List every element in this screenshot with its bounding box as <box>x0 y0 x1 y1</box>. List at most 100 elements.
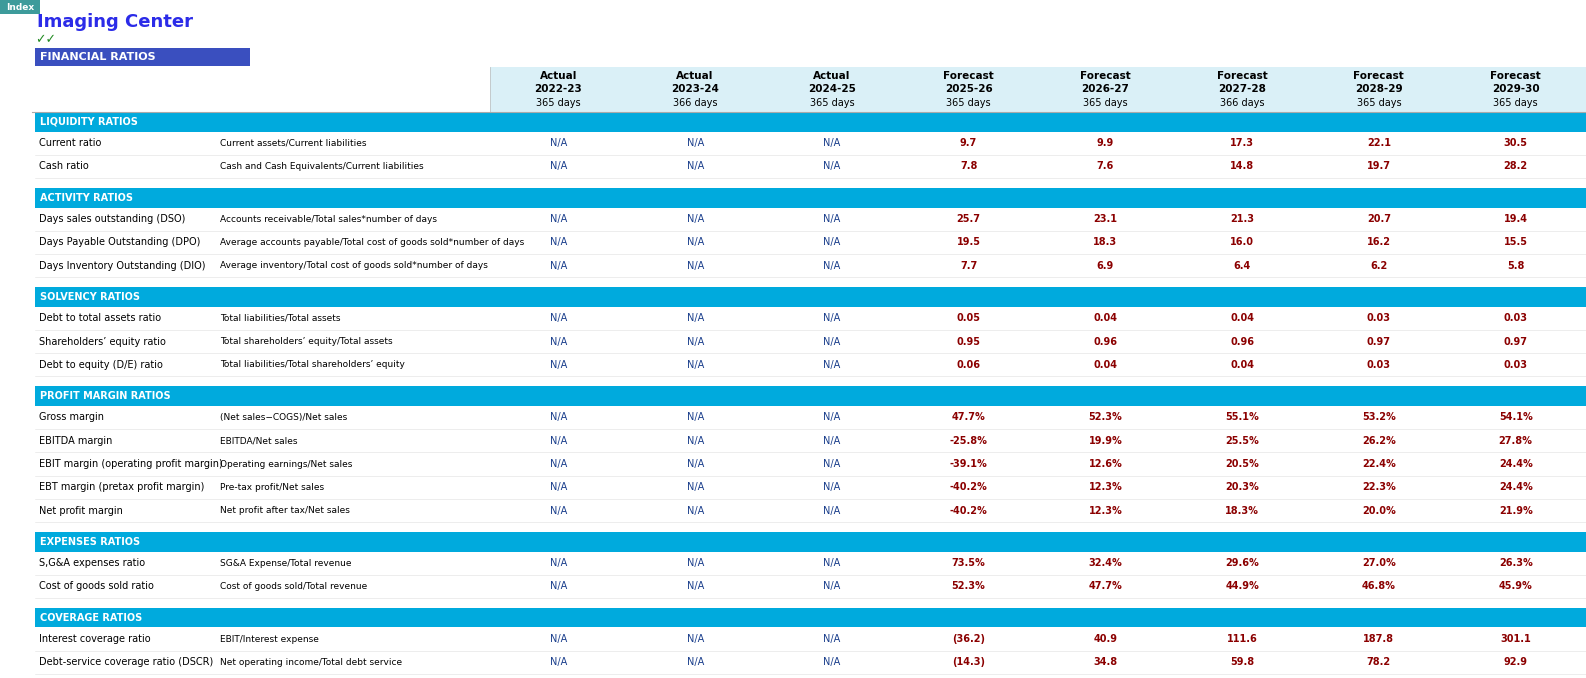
Text: Debt to equity (D/E) ratio: Debt to equity (D/E) ratio <box>40 360 163 370</box>
Text: 7.6: 7.6 <box>1098 161 1113 172</box>
Text: 365 days: 365 days <box>947 98 991 108</box>
Text: 34.8: 34.8 <box>1093 658 1118 667</box>
Text: Cost of goods sold/Total revenue: Cost of goods sold/Total revenue <box>220 582 368 591</box>
Bar <box>35 254 1586 277</box>
Text: N/A: N/A <box>687 138 704 148</box>
Text: N/A: N/A <box>550 336 568 346</box>
Text: Index: Index <box>6 3 33 12</box>
Text: N/A: N/A <box>823 412 841 422</box>
Text: N/A: N/A <box>550 582 568 591</box>
Text: 18.3: 18.3 <box>1093 237 1118 247</box>
Text: 6.2: 6.2 <box>1370 260 1388 271</box>
Text: 2023-24: 2023-24 <box>671 85 718 94</box>
Text: N/A: N/A <box>550 634 568 644</box>
Text: Operating earnings/Net sales: Operating earnings/Net sales <box>220 460 352 468</box>
Text: N/A: N/A <box>687 658 704 667</box>
Text: N/A: N/A <box>823 482 841 492</box>
Text: 2026-27: 2026-27 <box>1082 85 1129 94</box>
Text: N/A: N/A <box>687 436 704 445</box>
Bar <box>35 575 1586 598</box>
Text: LIQUIDITY RATIOS: LIQUIDITY RATIOS <box>40 117 138 127</box>
Text: 22.1: 22.1 <box>1367 138 1391 148</box>
Text: 365 days: 365 days <box>1494 98 1538 108</box>
Text: N/A: N/A <box>550 558 568 568</box>
Text: Shareholders’ equity ratio: Shareholders’ equity ratio <box>40 336 167 346</box>
Bar <box>35 406 1586 429</box>
Text: 26.2%: 26.2% <box>1362 436 1396 445</box>
Bar <box>35 306 1586 330</box>
Bar <box>35 627 1586 651</box>
Text: N/A: N/A <box>550 237 568 247</box>
Bar <box>35 188 1586 207</box>
Text: Cash and Cash Equivalents/Current liabilities: Cash and Cash Equivalents/Current liabil… <box>220 162 423 171</box>
Bar <box>35 132 1586 155</box>
Bar <box>35 552 1586 575</box>
Text: Average inventory/Total cost of goods sold*number of days: Average inventory/Total cost of goods so… <box>220 261 488 270</box>
Text: N/A: N/A <box>687 161 704 172</box>
Text: Actual: Actual <box>677 71 714 81</box>
Text: 12.6%: 12.6% <box>1088 459 1123 469</box>
Text: Forecast: Forecast <box>1216 71 1267 81</box>
Text: 20.3%: 20.3% <box>1226 482 1259 492</box>
Text: Actual: Actual <box>539 71 577 81</box>
Text: 25.5%: 25.5% <box>1226 436 1259 445</box>
Text: FINANCIAL RATIOS: FINANCIAL RATIOS <box>40 52 155 62</box>
Text: 111.6: 111.6 <box>1226 634 1258 644</box>
Bar <box>35 429 1586 452</box>
Text: N/A: N/A <box>823 582 841 591</box>
Bar <box>35 608 1586 627</box>
Text: N/A: N/A <box>687 214 704 224</box>
Bar <box>35 207 1586 231</box>
Bar <box>35 598 1586 608</box>
Text: EBITDA/Net sales: EBITDA/Net sales <box>220 436 298 445</box>
Text: COVERAGE RATIOS: COVERAGE RATIOS <box>40 613 143 622</box>
Text: SOLVENCY RATIOS: SOLVENCY RATIOS <box>40 292 140 302</box>
Text: N/A: N/A <box>823 558 841 568</box>
Text: 0.03: 0.03 <box>1367 313 1391 323</box>
Text: Forecast: Forecast <box>1353 71 1404 81</box>
Text: 28.2: 28.2 <box>1504 161 1527 172</box>
Text: 47.7%: 47.7% <box>952 412 985 422</box>
Text: 0.97: 0.97 <box>1367 336 1391 346</box>
Text: Days Inventory Outstanding (DIO): Days Inventory Outstanding (DIO) <box>40 260 206 271</box>
Text: 0.03: 0.03 <box>1504 313 1527 323</box>
Text: 52.3%: 52.3% <box>952 582 985 591</box>
Text: N/A: N/A <box>550 459 568 469</box>
Text: N/A: N/A <box>823 161 841 172</box>
Text: 187.8: 187.8 <box>1364 634 1394 644</box>
Text: 55.1%: 55.1% <box>1226 412 1259 422</box>
Bar <box>35 376 1586 386</box>
Text: 73.5%: 73.5% <box>952 558 985 568</box>
Text: 30.5: 30.5 <box>1504 138 1527 148</box>
Text: N/A: N/A <box>687 360 704 370</box>
Text: N/A: N/A <box>823 336 841 346</box>
Text: N/A: N/A <box>823 506 841 515</box>
Text: 27.0%: 27.0% <box>1362 558 1396 568</box>
Text: 0.96: 0.96 <box>1231 336 1255 346</box>
Text: -40.2%: -40.2% <box>950 482 988 492</box>
Text: 9.7: 9.7 <box>960 138 977 148</box>
Bar <box>35 522 1586 532</box>
Text: Forecast: Forecast <box>944 71 994 81</box>
Text: N/A: N/A <box>823 459 841 469</box>
Text: 0.96: 0.96 <box>1093 336 1118 346</box>
Text: 24.4%: 24.4% <box>1499 459 1532 469</box>
Text: Total liabilities/Total assets: Total liabilities/Total assets <box>220 314 341 323</box>
Text: 21.9%: 21.9% <box>1499 506 1532 515</box>
Text: N/A: N/A <box>687 634 704 644</box>
Text: N/A: N/A <box>550 482 568 492</box>
Text: 24.4%: 24.4% <box>1499 482 1532 492</box>
Text: 6.4: 6.4 <box>1234 260 1251 271</box>
Text: 0.95: 0.95 <box>956 336 980 346</box>
Text: Cost of goods sold ratio: Cost of goods sold ratio <box>40 582 154 591</box>
Text: SG&A Expense/Total revenue: SG&A Expense/Total revenue <box>220 559 352 567</box>
Bar <box>35 48 251 66</box>
Text: ✓✓: ✓✓ <box>35 33 56 47</box>
Text: EXPENSES RATIOS: EXPENSES RATIOS <box>40 537 140 546</box>
Text: 0.97: 0.97 <box>1504 336 1527 346</box>
Text: Average accounts payable/Total cost of goods sold*number of days: Average accounts payable/Total cost of g… <box>220 238 525 247</box>
Text: Debt to total assets ratio: Debt to total assets ratio <box>40 313 162 323</box>
Text: Forecast: Forecast <box>1080 71 1131 81</box>
Text: EBITDA margin: EBITDA margin <box>40 436 113 445</box>
Text: 45.9%: 45.9% <box>1499 582 1532 591</box>
